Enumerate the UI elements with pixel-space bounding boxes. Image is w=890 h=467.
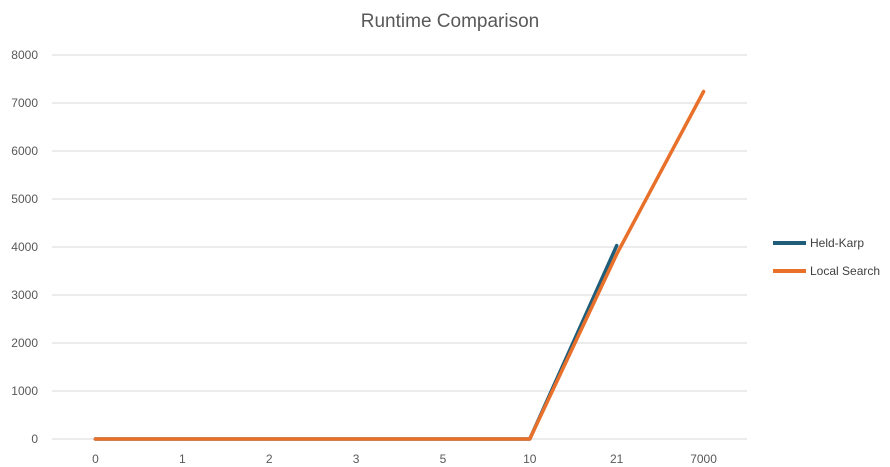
- chart-title: Runtime Comparison: [361, 11, 539, 32]
- legend: Held-Karp Local Search: [773, 236, 880, 278]
- series-line-0: [93, 243, 619, 441]
- x-tick-label: 2: [266, 452, 273, 466]
- legend-label: Held-Karp: [810, 236, 864, 250]
- x-tick-label: 5: [440, 452, 447, 466]
- y-tick-label: 1000: [11, 384, 38, 398]
- y-tick-label: 0: [31, 432, 38, 446]
- x-tick-label: 1: [179, 452, 186, 466]
- y-axis-ticks: 0 1000 2000 3000 4000 5000 6000 7000 8000: [11, 48, 38, 446]
- series-line-1: [93, 89, 706, 441]
- gridlines: [52, 54, 747, 440]
- legend-label: Local Search: [810, 264, 880, 278]
- x-tick-label: 10: [523, 452, 537, 466]
- y-tick-label: 4000: [11, 240, 38, 254]
- x-tick-label: 3: [353, 452, 360, 466]
- y-tick-label: 7000: [11, 96, 38, 110]
- x-tick-label: 0: [92, 452, 99, 466]
- y-tick-label: 3000: [11, 288, 38, 302]
- x-tick-label: 21: [610, 452, 624, 466]
- x-axis-ticks: 0 1 2 3 5 10 21 7000: [92, 452, 717, 466]
- series-lines: [93, 89, 706, 441]
- y-tick-label: 6000: [11, 144, 38, 158]
- y-tick-label: 8000: [11, 48, 38, 62]
- x-tick-label: 7000: [690, 452, 717, 466]
- y-tick-label: 2000: [11, 336, 38, 350]
- y-tick-label: 5000: [11, 192, 38, 206]
